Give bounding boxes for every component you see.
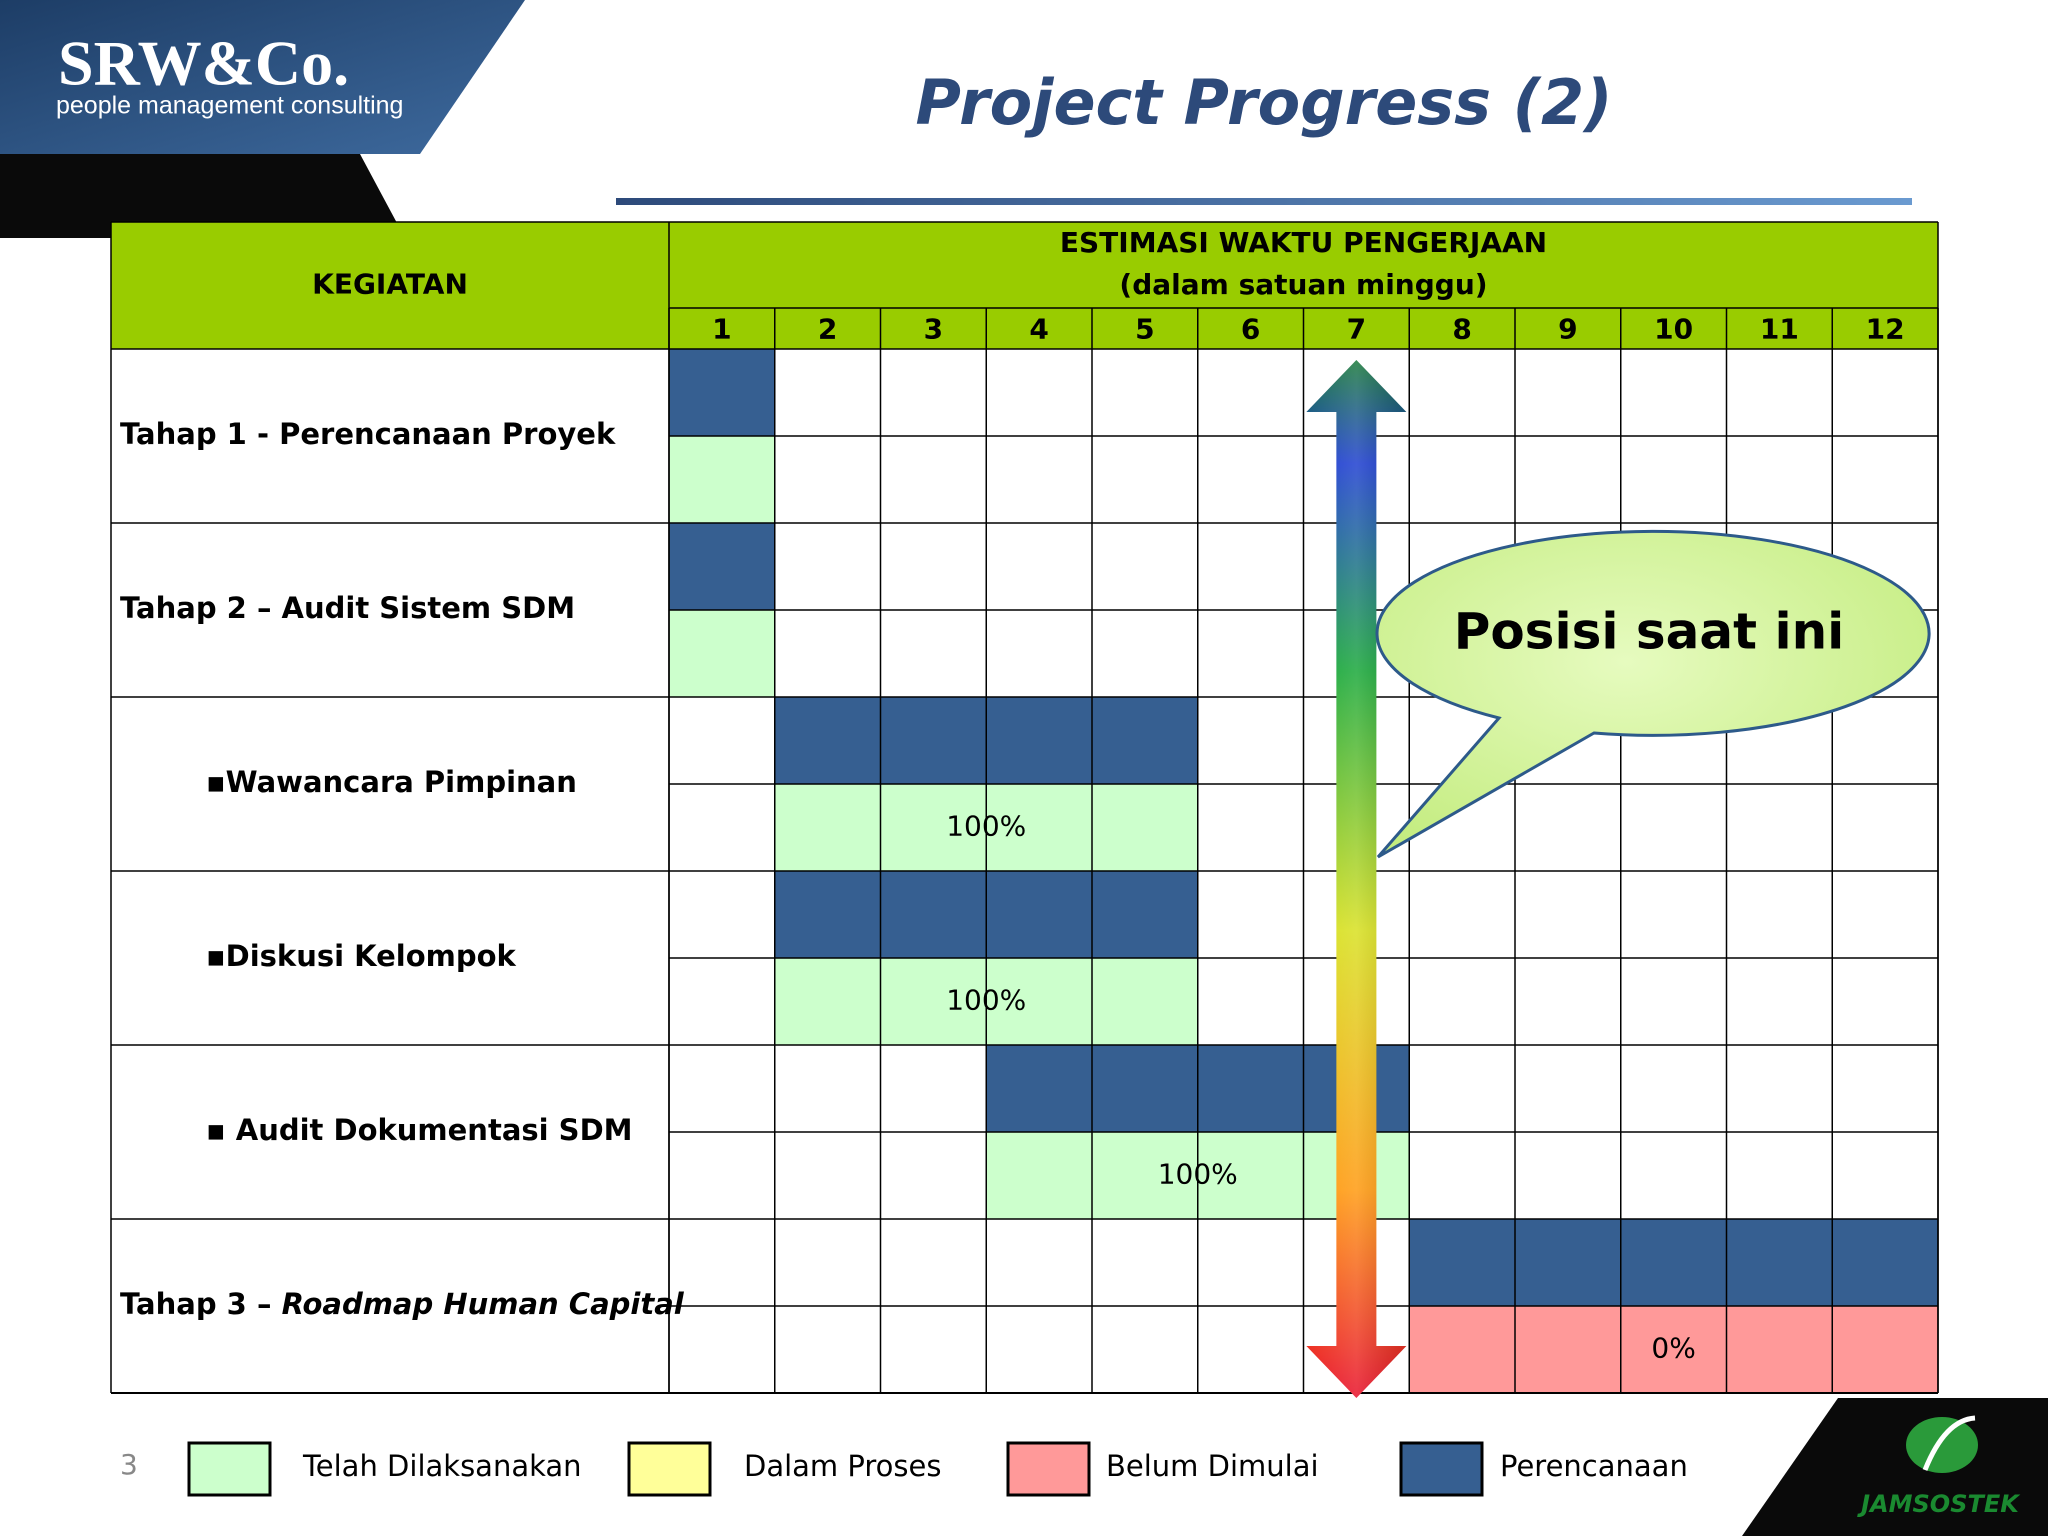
activity-label-text: ▪ Audit Dokumentasi SDM xyxy=(206,1113,633,1147)
legend-label: Dalam Proses xyxy=(744,1449,941,1483)
footer-logo-mark xyxy=(1906,1417,1978,1473)
legend-swatch xyxy=(1006,1441,1091,1497)
week-number: 12 xyxy=(1866,313,1905,346)
actual-bar xyxy=(669,610,775,697)
footer-logo-text: JAMSOSTEK xyxy=(1857,1490,2021,1518)
week-number: 8 xyxy=(1452,313,1471,346)
actual-label: 0% xyxy=(1651,1332,1695,1365)
activity-label-text: ▪Wawancara Pimpinan xyxy=(206,765,577,799)
activity-label: ▪Diskusi Kelompok xyxy=(206,939,517,973)
activity-label-text: Tahap 3 – xyxy=(120,1287,282,1321)
activity-label: Tahap 1 - Perencanaan Proyek xyxy=(120,417,616,451)
legend-label: Telah Dilaksanakan xyxy=(302,1449,582,1483)
time-header: ESTIMASI WAKTU PENGERJAAN xyxy=(1060,226,1547,259)
callout-text: Posisi saat ini xyxy=(1454,603,1845,661)
activity-label: ▪ Audit Dokumentasi SDM xyxy=(206,1113,633,1147)
actual-bar xyxy=(1409,1306,1938,1393)
activity-label: Tahap 2 – Audit Sistem SDM xyxy=(120,591,575,625)
legend: Telah Dilaksanakan Dalam Proses Belum Dimu… xyxy=(187,1441,1688,1497)
legend-label: Perencanaan xyxy=(1500,1449,1688,1483)
title-rule xyxy=(616,198,1912,205)
time-header: (dalam satuan minggu) xyxy=(1119,268,1487,301)
page-number: 3 xyxy=(120,1448,138,1481)
week-number: 4 xyxy=(1029,313,1048,346)
legend-swatch xyxy=(187,1441,272,1497)
logo-title: SRW&Co. xyxy=(58,28,349,99)
plan-bar xyxy=(669,349,775,436)
week-number: 6 xyxy=(1241,313,1260,346)
activity-label-text: ▪Diskusi Kelompok xyxy=(206,939,517,973)
week-number: 10 xyxy=(1654,313,1693,346)
activity-label: ▪Wawancara Pimpinan xyxy=(206,765,577,799)
legend-label: Belum Dimulai xyxy=(1106,1449,1319,1483)
current-week-arrow-shade xyxy=(1306,360,1407,1398)
week-number: 2 xyxy=(818,313,837,346)
header-background xyxy=(111,222,1938,349)
logo-subtitle: people management consulting xyxy=(56,92,403,120)
week-number: 7 xyxy=(1347,313,1366,346)
week-number: 5 xyxy=(1135,313,1154,346)
footer-logo-swoosh xyxy=(1922,1415,1976,1471)
activity-header: KEGIATAN xyxy=(312,268,468,301)
week-number: 3 xyxy=(924,313,943,346)
week-number: 1 xyxy=(712,313,731,346)
overlay: Posisi saat ini xyxy=(1306,360,1931,1398)
activity-label-text: Tahap 2 – Audit Sistem SDM xyxy=(120,591,575,625)
legend-swatch xyxy=(627,1441,712,1497)
logo-shadow xyxy=(0,154,405,238)
plan-bar xyxy=(1409,1219,1938,1306)
slide-title: Project Progress (2) xyxy=(916,66,1613,139)
week-number: 9 xyxy=(1558,313,1577,346)
activity-label: Tahap 3 – Roadmap Human Capital xyxy=(120,1287,685,1321)
activity-label-text: Tahap 1 - Perencanaan Proyek xyxy=(120,417,616,451)
week-number: 11 xyxy=(1760,313,1799,346)
legend-swatch xyxy=(1399,1441,1484,1497)
activity-label-italic: Roadmap Human Capital xyxy=(282,1287,685,1321)
gantt-table: KEGIATAN ESTIMASI WAKTU PENGERJAAN (dalam … xyxy=(110,221,1939,1394)
logo-panel xyxy=(0,0,525,154)
actual-bar xyxy=(669,436,775,523)
plan-bar xyxy=(669,523,775,610)
callout-bubble xyxy=(1375,529,1931,859)
